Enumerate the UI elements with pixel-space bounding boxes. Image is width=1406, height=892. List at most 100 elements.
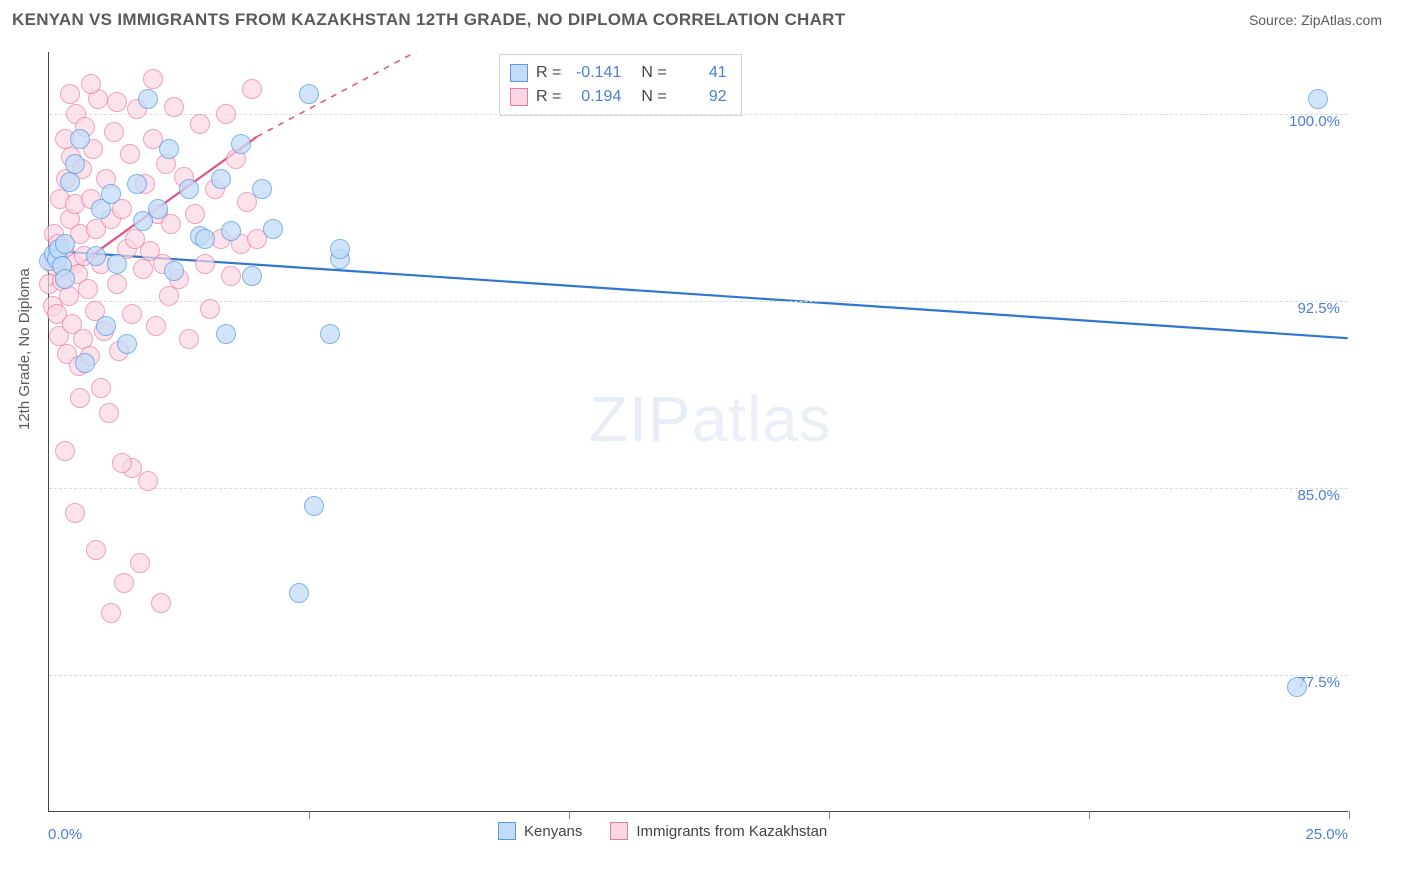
chart-header: KENYAN VS IMMIGRANTS FROM KAZAKHSTAN 12T… — [0, 0, 1406, 38]
scatter-point — [104, 122, 124, 142]
scatter-point — [159, 286, 179, 306]
scatter-point — [55, 269, 75, 289]
scatter-point — [299, 84, 319, 104]
stats-row: R = -0.141 N = 41 — [510, 61, 727, 85]
scatter-point — [164, 97, 184, 117]
scatter-point — [86, 540, 106, 560]
scatter-point — [1308, 89, 1328, 109]
legend-label: Kenyans — [524, 823, 582, 840]
scatter-point — [107, 254, 127, 274]
scatter-point — [179, 329, 199, 349]
legend-swatch-kazakhstan — [610, 822, 628, 840]
gridline-horizontal — [49, 488, 1348, 489]
legend-item: Immigrants from Kazakhstan — [610, 822, 827, 840]
swatch-kenyans — [510, 64, 528, 82]
stat-n-label: N = — [641, 61, 666, 85]
scatter-point — [75, 353, 95, 373]
scatter-point — [60, 172, 80, 192]
scatter-point — [107, 274, 127, 294]
scatter-point — [1287, 677, 1307, 697]
scatter-point — [138, 89, 158, 109]
scatter-point — [195, 229, 215, 249]
scatter-point — [91, 378, 111, 398]
scatter-point — [112, 453, 132, 473]
scatter-point — [231, 134, 251, 154]
y-tick-label: 85.0% — [1297, 487, 1340, 504]
stats-row: R = 0.194 N = 92 — [510, 85, 727, 109]
scatter-point — [216, 324, 236, 344]
scatter-point — [221, 221, 241, 241]
scatter-point — [263, 219, 283, 239]
scatter-point — [148, 199, 168, 219]
scatter-point — [133, 259, 153, 279]
x-tick-max: 25.0% — [1305, 826, 1348, 843]
legend: Kenyans Immigrants from Kazakhstan — [498, 822, 827, 840]
x-tick — [1349, 811, 1350, 819]
legend-swatch-kenyans — [498, 822, 516, 840]
scatter-point — [159, 139, 179, 159]
x-tick — [829, 811, 830, 819]
scatter-point — [216, 104, 236, 124]
source-attribution: Source: ZipAtlas.com — [1249, 12, 1382, 28]
stat-r-label: R = — [536, 85, 561, 109]
scatter-point — [151, 593, 171, 613]
chart-title: KENYAN VS IMMIGRANTS FROM KAZAKHSTAN 12T… — [12, 10, 845, 30]
scatter-point — [130, 553, 150, 573]
scatter-point — [55, 441, 75, 461]
scatter-point — [59, 286, 79, 306]
scatter-point — [221, 266, 241, 286]
scatter-point — [146, 316, 166, 336]
scatter-point — [99, 403, 119, 423]
scatter-point — [114, 573, 134, 593]
scatter-point — [81, 74, 101, 94]
stat-n-value: 92 — [675, 85, 727, 109]
scatter-point — [101, 603, 121, 623]
scatter-point — [60, 84, 80, 104]
scatter-point — [138, 471, 158, 491]
scatter-point — [179, 179, 199, 199]
watermark: ZIPatlas — [589, 382, 832, 456]
legend-label: Immigrants from Kazakhstan — [636, 823, 827, 840]
scatter-point — [190, 114, 210, 134]
scatter-point — [304, 496, 324, 516]
source-prefix: Source: — [1249, 12, 1301, 28]
stat-r-value: -0.141 — [569, 61, 621, 85]
stat-r-value: 0.194 — [569, 85, 621, 109]
y-axis-label: 12th Grade, No Diploma — [16, 268, 33, 430]
scatter-point — [242, 79, 262, 99]
scatter-point — [252, 179, 272, 199]
scatter-point — [120, 144, 140, 164]
stat-n-value: 41 — [675, 61, 727, 85]
correlation-stats-box: R = -0.141 N = 41 R = 0.194 N = 92 — [499, 54, 742, 116]
scatter-point — [200, 299, 220, 319]
legend-item: Kenyans — [498, 822, 582, 840]
watermark-thin: atlas — [692, 383, 832, 455]
scatter-point — [211, 169, 231, 189]
scatter-point — [78, 279, 98, 299]
trend-lines-layer — [49, 52, 1348, 811]
scatter-point — [164, 261, 184, 281]
scatter-point — [122, 304, 142, 324]
scatter-point — [70, 129, 90, 149]
scatter-point — [101, 184, 121, 204]
source-link[interactable]: ZipAtlas.com — [1301, 12, 1382, 28]
scatter-point — [65, 503, 85, 523]
gridline-horizontal — [49, 114, 1348, 115]
x-tick — [569, 811, 570, 819]
scatter-point — [195, 254, 215, 274]
gridline-horizontal — [49, 301, 1348, 302]
scatter-chart: ZIPatlas R = -0.141 N = 41 R = 0.194 N =… — [48, 52, 1348, 812]
y-tick-label: 92.5% — [1297, 300, 1340, 317]
scatter-point — [107, 92, 127, 112]
scatter-point — [330, 239, 350, 259]
x-tick — [309, 811, 310, 819]
scatter-point — [242, 266, 262, 286]
y-tick-label: 100.0% — [1289, 113, 1340, 130]
scatter-point — [96, 316, 116, 336]
scatter-point — [55, 234, 75, 254]
stat-r-label: R = — [536, 61, 561, 85]
scatter-point — [117, 334, 137, 354]
scatter-point — [143, 69, 163, 89]
scatter-point — [65, 154, 85, 174]
scatter-point — [289, 583, 309, 603]
